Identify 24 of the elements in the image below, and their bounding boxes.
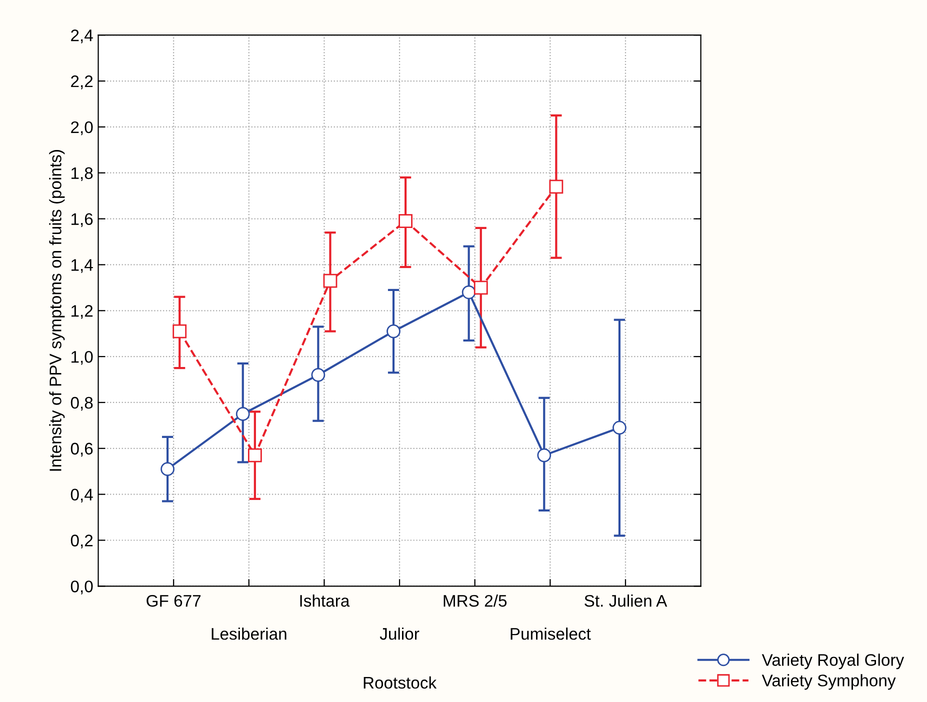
legend-label: Variety Symphony <box>762 674 896 690</box>
x-tick-label: Ishtara <box>300 594 350 607</box>
x-tick-label: Julior <box>380 628 420 640</box>
y-tick-label: 0,6 <box>70 442 93 457</box>
y-tick-label: 2,2 <box>71 75 93 90</box>
y-tick-label: 1,0 <box>72 350 93 365</box>
legend-label: Variety Royal Glory <box>762 654 904 670</box>
x-tick-label: GF 677 <box>146 594 201 607</box>
y-tick-label: 0,4 <box>70 488 93 502</box>
y-axis-title: Intensity of PPV symptoms on fruits (points) <box>49 150 65 471</box>
y-tick-label: 2,0 <box>71 121 93 136</box>
x-axis-title: Rootstock <box>364 676 437 689</box>
x-tick-label: St. Julien A <box>584 594 668 607</box>
y-tick-label: 0,0 <box>70 580 93 594</box>
y-tick-label: 1,2 <box>72 305 93 319</box>
y-tick-label: 2,4 <box>71 30 93 44</box>
x-tick-label: Lesiberian <box>212 628 286 640</box>
y-tick-label: 0,8 <box>70 396 93 411</box>
x-tick-label: Pumiselect <box>510 628 591 640</box>
y-tick-label: 0,2 <box>70 534 93 548</box>
x-tick-label: MRS 2/5 <box>444 594 507 607</box>
y-tick-label: 1,8 <box>72 167 93 182</box>
y-tick-label: 1,6 <box>72 213 93 227</box>
y-tick-label: 1,4 <box>72 259 93 273</box>
